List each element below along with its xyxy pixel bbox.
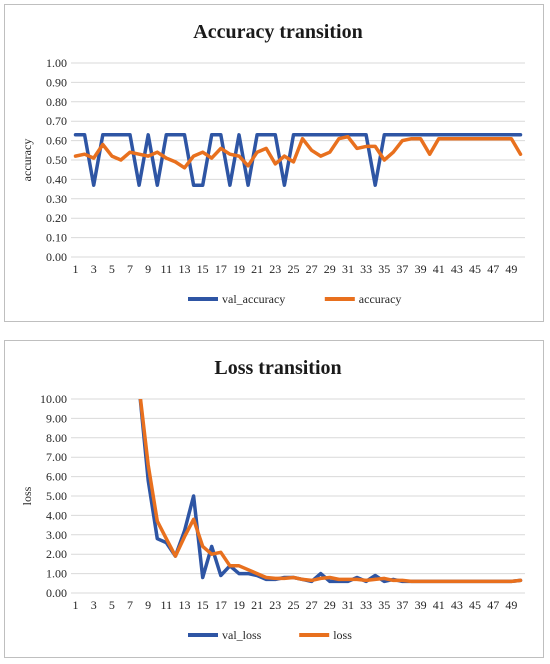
y-tick-label: 4.00 [46,508,67,522]
x-tick-label: 21 [251,262,263,276]
chart-title: Accuracy transition [193,21,362,43]
series-line-val-accuracy [73,133,523,187]
x-tick-label: 1 [73,262,79,276]
x-tick-label: 3 [91,598,97,612]
y-tick-label: 1.00 [46,567,67,581]
chart-title: Loss transition [214,357,341,379]
y-tick-label: 0.90 [46,75,67,89]
x-tick-label: 7 [127,262,133,276]
x-tick-label: 35 [378,598,390,612]
x-tick-label: 31 [342,262,354,276]
x-tick-label: 37 [396,262,408,276]
x-tick-label: 45 [469,598,481,612]
x-tick-label: 45 [469,262,481,276]
y-tick-label: 0.40 [46,172,67,186]
x-tick-label: 5 [109,598,115,612]
y-tick-label: 0.30 [46,192,67,206]
accuracy-chart-panel: Accuracy transition 0.00 0.10 0.20 0.30 0.40 0… [4,4,544,322]
x-tick-label: 15 [197,598,209,612]
y-tick-label: 0.70 [46,114,67,128]
legend-label: val_accuracy [222,292,285,306]
x-tick-label: 33 [360,598,372,612]
legend-label: val_loss [222,628,262,642]
legend-label: accuracy [359,292,402,306]
y-tick-label: 9.00 [46,411,67,425]
x-tick-label: 19 [233,262,245,276]
x-tick-label: 11 [161,598,173,612]
x-tick-label: 35 [378,262,390,276]
x-tick-label: 43 [451,598,463,612]
x-tick-label: 9 [145,262,151,276]
x-tick-label: 41 [433,598,445,612]
x-tick-label: 23 [269,598,281,612]
y-tick-label: 0.20 [46,211,67,225]
x-tick-label: 43 [451,262,463,276]
x-tick-label: 1 [73,598,79,612]
x-tick-label: 37 [396,598,408,612]
x-tick-label: 49 [505,598,517,612]
x-tick-label: 11 [161,262,173,276]
x-tick-label: 17 [215,598,227,612]
x-tick-label: 39 [415,598,427,612]
x-tick-label: 15 [197,262,209,276]
y-tick-label: 0.60 [46,134,67,148]
x-tick-label: 25 [287,262,299,276]
accuracy-chart: Accuracy transition 0.00 0.10 0.20 0.30 0.40 0… [20,21,525,306]
y-tick-label: 0.00 [46,250,67,264]
x-tick-label: 39 [415,262,427,276]
y-tick-label: 0.00 [46,586,67,600]
y-tick-label: 8.00 [46,431,67,445]
series-line-val-loss [138,399,523,584]
x-tick-label: 19 [233,598,245,612]
x-tick-label: 47 [487,598,499,612]
loss-chart-panel: Loss transition 0.00 1.00 2.00 3.00 4.00 5.00 6… [4,340,544,658]
x-tick-label: 5 [109,262,115,276]
x-tick-label: 3 [91,262,97,276]
x-tick-label: 21 [251,598,263,612]
y-axis-label: loss [20,486,34,505]
y-tick-label: 7.00 [46,450,67,464]
legend-label: loss [333,628,352,642]
y-tick-label: 10.00 [40,392,67,406]
x-tick-label: 27 [306,262,318,276]
x-tick-label: 41 [433,262,445,276]
y-tick-label: 5.00 [46,489,67,503]
x-tick-label: 9 [145,598,151,612]
x-tick-label: 7 [127,598,133,612]
x-tick-label: 29 [324,598,336,612]
series-line-loss [138,399,523,584]
y-tick-label: 0.80 [46,95,67,109]
y-axis-label: accuracy [20,139,34,182]
x-tick-label: 13 [179,598,191,612]
x-tick-label: 17 [215,262,227,276]
y-tick-label: 2.00 [46,547,67,561]
x-tick-label: 27 [306,598,318,612]
y-tick-label: 0.10 [46,231,67,245]
loss-chart: Loss transition 0.00 1.00 2.00 3.00 4.00 5.00 6… [20,357,525,642]
x-tick-label: 31 [342,598,354,612]
x-tick-label: 23 [269,262,281,276]
y-tick-label: 1.00 [46,56,67,70]
x-tick-label: 49 [505,262,517,276]
x-tick-label: 29 [324,262,336,276]
y-tick-label: 0.50 [46,153,67,167]
series-line-accuracy [73,134,523,170]
x-tick-label: 33 [360,262,372,276]
x-tick-label: 13 [179,262,191,276]
y-tick-label: 6.00 [46,470,67,484]
x-tick-label: 47 [487,262,499,276]
y-tick-label: 3.00 [46,528,67,542]
x-tick-label: 25 [287,598,299,612]
